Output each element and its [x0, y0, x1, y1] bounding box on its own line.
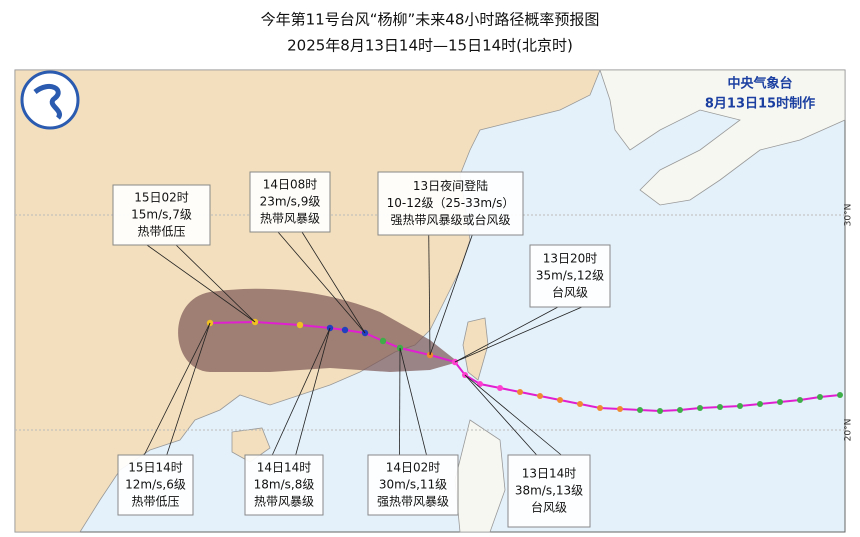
- callout-text: 15日14时: [128, 461, 183, 475]
- callout-text: 14日02时: [386, 461, 441, 475]
- callout-text: 台风级: [552, 285, 588, 300]
- callout-line: [429, 234, 473, 356]
- callout-box: [112, 184, 211, 246]
- track-point: [777, 399, 783, 405]
- callout-line: [295, 327, 331, 456]
- track-point: [837, 392, 843, 398]
- subtitle: 2025年8月13日14时—15日14时(北京时): [287, 37, 573, 55]
- callout-text: 10-12级（25-33m/s）: [387, 196, 515, 210]
- callout-line: [464, 374, 562, 456]
- callout-line: [428, 234, 431, 356]
- forecast-point: [341, 326, 349, 334]
- callout-text: 38m/s,13级: [515, 484, 583, 498]
- track-point: [737, 403, 743, 409]
- track-point: [757, 401, 763, 407]
- callout-line: [301, 231, 366, 334]
- callout-line: [271, 327, 331, 456]
- callout-text: 13日14时: [522, 467, 577, 481]
- callout-text: 14日08时: [263, 178, 318, 192]
- callout-line: [277, 231, 366, 334]
- forecast-point: [379, 337, 387, 345]
- callout-box: [249, 171, 331, 233]
- track-point: [657, 408, 663, 414]
- callout-text: 30m/s,11级: [379, 478, 447, 492]
- callout-text: 15m/s,7级: [131, 208, 192, 222]
- issuer-org: 中央气象台: [727, 76, 792, 92]
- callout-line: [454, 306, 559, 363]
- callout-text: 12m/s,6级: [125, 478, 186, 492]
- callout-box: [244, 454, 324, 516]
- callout-text: 热带风暴级: [254, 495, 314, 509]
- callout-text: 15日02时: [134, 191, 189, 205]
- track-point: [497, 385, 503, 391]
- callout-text: 台风级: [531, 500, 567, 515]
- callout-box: [529, 244, 611, 308]
- callout-text: 14日14时: [257, 461, 312, 475]
- track-point: [717, 404, 723, 410]
- callout-line: [399, 347, 401, 456]
- track-point: [557, 397, 563, 403]
- callout-box: [367, 454, 459, 516]
- callout-text: 强热带风暴级或台风级: [390, 212, 510, 227]
- callout-text: 23m/s,9级: [260, 195, 321, 209]
- callout-text: 热带低压: [137, 225, 185, 239]
- callout-line: [146, 244, 256, 323]
- callout-text: 35m/s,12级: [536, 269, 604, 283]
- callout-text: 强热带风暴级: [377, 495, 449, 509]
- lat-label: 30°N: [844, 204, 854, 227]
- callout-text: 13日夜间登陆: [413, 178, 488, 193]
- track-point: [537, 393, 543, 399]
- logo: [20, 70, 80, 130]
- callout-text: 13日20时: [543, 252, 598, 266]
- callout-box: [507, 454, 591, 528]
- callout-text: 18m/s,8级: [254, 478, 315, 492]
- track: [209, 320, 841, 413]
- callout-line: [399, 347, 427, 456]
- track-point: [577, 401, 583, 407]
- lat-label: 20°N: [844, 419, 854, 442]
- track-point: [637, 407, 643, 413]
- callout-box: [117, 454, 194, 516]
- taiwan: [462, 317, 489, 381]
- japan-korea: [599, 69, 846, 206]
- track-point: [597, 405, 603, 411]
- issued-time: 8月13日15时制作: [705, 96, 815, 112]
- callout-box: [377, 171, 524, 236]
- callout-text: 热带低压: [131, 495, 179, 509]
- callout-line: [143, 322, 211, 456]
- callout-line: [166, 322, 211, 456]
- track-point: [797, 397, 803, 403]
- track-point: [677, 407, 683, 413]
- track-point: [617, 406, 623, 412]
- callout-line: [464, 374, 537, 456]
- forecast-point: [296, 321, 304, 329]
- track-point: [697, 405, 703, 411]
- probability-cone: [178, 288, 458, 372]
- callout-line: [454, 306, 583, 363]
- callout-text: 热带风暴级: [260, 212, 320, 226]
- title: 今年第11号台风“杨柳”未来48小时路径概率预报图: [261, 11, 600, 29]
- track-point: [517, 389, 523, 395]
- callout-line: [175, 244, 256, 323]
- track-point: [477, 381, 483, 387]
- track-point: [817, 394, 823, 400]
